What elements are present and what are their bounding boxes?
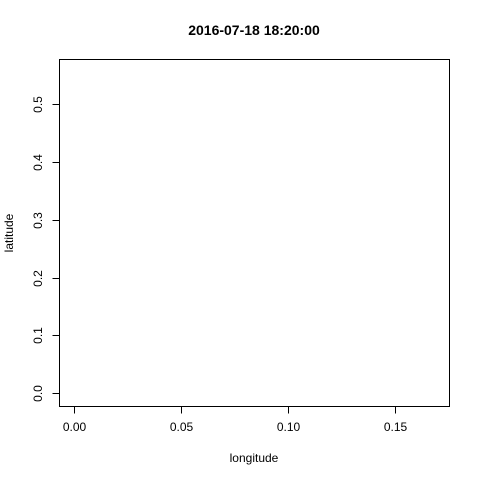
y-tick-label: 0.5: [31, 96, 45, 113]
y-tick-label: 0.4: [31, 154, 45, 171]
x-tick-label: 0.00: [63, 420, 87, 434]
chart-title: 2016-07-18 18:20:00: [188, 22, 320, 38]
x-tick-label: 0.15: [384, 420, 408, 434]
y-tick-label: 0.1: [31, 327, 45, 344]
y-tick-label: 0.2: [31, 270, 45, 287]
y-axis: 0.0 0.1 0.2 0.3 0.4 0.5: [31, 96, 60, 402]
plot-frame: [59, 59, 450, 407]
x-tick-label: 0.10: [277, 420, 301, 434]
x-tick-label: 0.05: [170, 420, 194, 434]
y-tick-label: 0.0: [31, 385, 45, 402]
x-axis: 0.00 0.05 0.10 0.15: [63, 406, 408, 434]
x-axis-label: longitude: [230, 451, 279, 465]
y-axis-label: latitude: [2, 213, 16, 252]
y-tick-label: 0.3: [31, 212, 45, 229]
